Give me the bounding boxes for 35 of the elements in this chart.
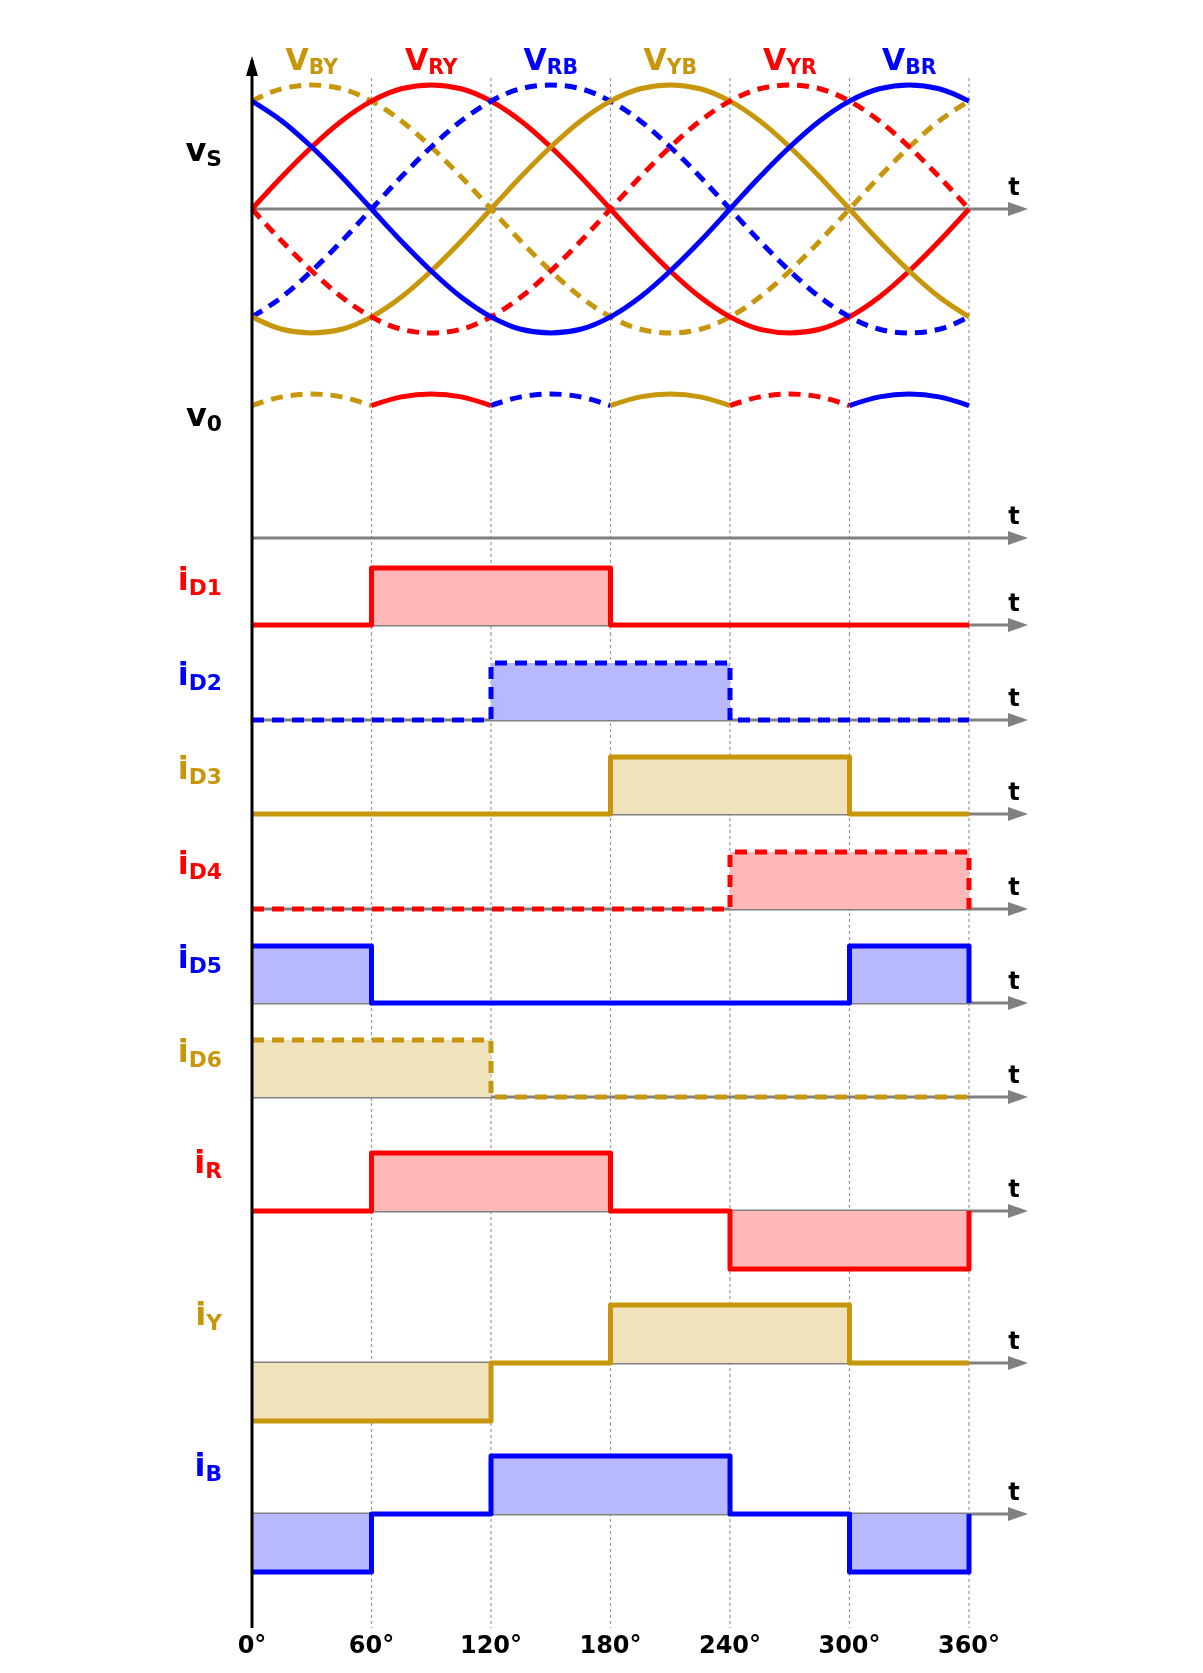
x-tick-label: 60° [348,1631,395,1659]
x-axis-title: t [1008,589,1020,617]
x-axis-title: t [1008,1327,1020,1355]
series-label: V$_{YB}$ [643,42,698,80]
y-axis-title: i$_{D4}$ [177,844,222,884]
y-axis-title: i$_{D1}$ [177,560,222,600]
series-label: V$_{YR}$ [762,42,817,80]
x-axis-title: t [1008,1478,1020,1506]
x-axis-title: t [1008,873,1020,901]
y-axis-title: i$_{R}$ [194,1143,223,1183]
series-label: V$_{BR}$ [882,42,937,80]
x-axis-title: t [1008,967,1020,995]
y-axis-title: i$_{B}$ [194,1446,222,1486]
x-tick-label: 240° [698,1631,762,1659]
y-axis-title: i$_{Y}$ [195,1295,223,1335]
series-label: V$_{RY}$ [404,42,458,80]
x-tick-label: 360° [937,1631,1001,1659]
x-axis-title: t [1008,1061,1020,1089]
x-axis-title: t [1008,684,1020,712]
x-tick-label: 0° [237,1631,267,1659]
y-axis-title: i$_{D5}$ [177,938,222,978]
x-tick-label: 300° [818,1631,881,1659]
x-axis-title: t [1008,778,1020,806]
x-tick-label: 120° [459,1631,523,1659]
x-tick-label: 180° [579,1631,642,1659]
y-axis-title: v$_{S}$ [185,131,222,171]
series-label: V$_{BY}$ [285,42,339,80]
y-axis-title: v$_{0}$ [186,396,222,436]
y-axis-title: i$_{D2}$ [177,655,222,695]
x-axis-title: t [1008,173,1020,201]
x-axis-title: t [1008,1175,1020,1203]
series-label: V$_{RB}$ [523,42,578,80]
y-axis-title: i$_{D3}$ [177,749,222,789]
y-axis-title: i$_{D6}$ [177,1032,222,1072]
x-axis-title: t [1008,502,1020,530]
